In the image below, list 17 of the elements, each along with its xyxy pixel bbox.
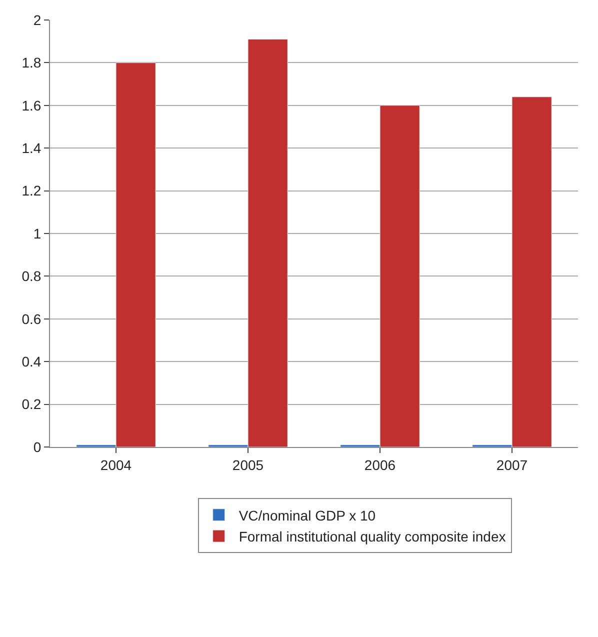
legend-label: VC/nominal GDP x 10 [238, 507, 376, 524]
x-tick-label: 2005 [232, 456, 264, 473]
x-tick-label: 2007 [496, 456, 528, 473]
y-tick-label: 2 [33, 12, 42, 28]
x-tick-label: 2004 [100, 456, 132, 473]
y-tick-label: 1 [33, 225, 42, 242]
x-tick-label: 2006 [364, 456, 396, 473]
y-tick-label: 1.2 [22, 182, 42, 199]
y-tick-label: 1.4 [22, 140, 42, 156]
legend-label: Formal institutional quality composite index [238, 528, 506, 544]
y-tick-label: 0.4 [22, 354, 42, 370]
y-tick-label: 0.2 [22, 396, 42, 412]
y-tick-label: 0 [33, 438, 42, 455]
y-tick-label: 1.8 [22, 54, 42, 71]
y-tick-label: 0.6 [22, 310, 42, 327]
y-tick-label: 0.8 [22, 268, 42, 284]
y-tick-label: 1.6 [22, 97, 42, 114]
